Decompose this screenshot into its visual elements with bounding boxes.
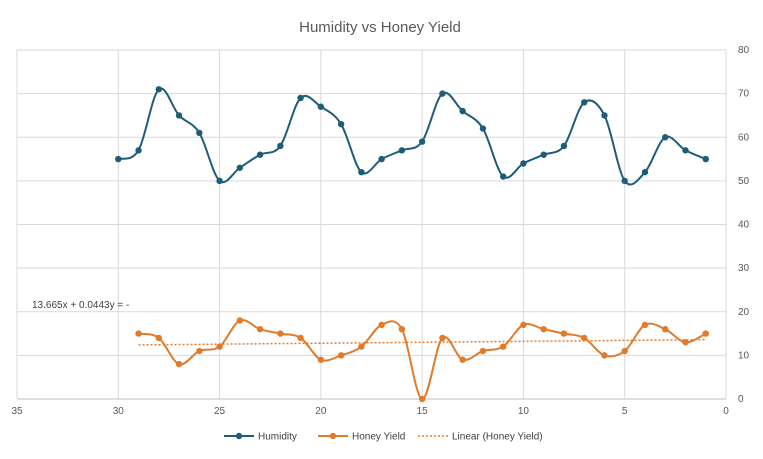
trendline: [138, 338, 706, 346]
data-point-humidity: [662, 134, 669, 141]
data-point-humidity: [520, 160, 527, 167]
data-point-humidity: [317, 103, 325, 110]
legend-marker: [235, 432, 243, 440]
y-tick-label: 30: [738, 263, 750, 274]
data-point-humidity: [459, 107, 466, 115]
x-tick-label: 20: [315, 406, 327, 417]
y-tick-label: 70: [738, 89, 750, 100]
data-point-honey-yield: [297, 334, 304, 342]
data-point-honey-yield: [378, 321, 385, 329]
data-point-humidity: [581, 99, 588, 106]
data-point-humidity: [135, 147, 142, 154]
x-tick-label: 30: [113, 406, 125, 417]
y-tick-label: 40: [738, 220, 750, 231]
data-point-honey-yield: [256, 326, 264, 333]
data-point-honey-yield: [702, 330, 709, 337]
data-point-humidity: [216, 177, 223, 185]
data-point-honey-yield: [540, 326, 547, 333]
data-point-humidity: [277, 142, 284, 150]
data-point-honey-yield: [277, 330, 284, 337]
x-tick-label: 25: [214, 406, 226, 417]
data-point-honey-yield: [641, 321, 649, 329]
data-point-honey-yield: [621, 347, 628, 355]
data-point-humidity: [418, 138, 426, 145]
series-layer: [115, 86, 709, 403]
x-tick-label: 15: [417, 406, 429, 417]
legend-item-linear-honey-yield-: Linear (Honey Yield): [418, 432, 543, 443]
gridlines: [16, 49, 727, 400]
data-point-humidity: [297, 94, 304, 102]
data-point-honey-yield: [175, 360, 183, 368]
x-tick-label: 0: [723, 406, 729, 417]
y-tick-label: 60: [738, 132, 750, 143]
y-tick-label: 80: [738, 45, 750, 56]
legend-label: Honey Yield: [352, 432, 405, 443]
data-point-honey-yield: [358, 343, 365, 350]
data-point-honey-yield: [601, 352, 608, 359]
data-point-honey-yield: [581, 334, 588, 342]
x-tick-label: 10: [518, 406, 530, 417]
data-point-honey-yield: [479, 347, 487, 355]
legend: Humidity Honey Yield Linear (Honey Yield): [224, 432, 543, 443]
chart-title: Humidity vs Honey Yield: [299, 19, 461, 36]
legend-label: Linear (Honey Yield): [452, 432, 543, 443]
y-tick-label: 20: [738, 307, 750, 318]
data-point-honey-yield: [459, 356, 466, 363]
data-point-humidity: [479, 125, 487, 132]
legend-label: Humidity: [258, 432, 297, 443]
data-point-honey-yield: [418, 395, 426, 403]
data-point-humidity: [155, 86, 162, 93]
data-point-honey-yield: [560, 330, 568, 337]
data-point-humidity: [560, 142, 568, 150]
y-tick-label: 50: [738, 176, 750, 187]
trendline-equation: 13.665x + 0.0443y = -: [32, 300, 129, 311]
x-tick-label: 35: [11, 406, 23, 417]
data-point-honey-yield: [499, 343, 507, 350]
data-point-honey-yield: [520, 321, 527, 329]
data-point-honey-yield: [682, 339, 689, 346]
data-point-honey-yield: [439, 334, 446, 342]
data-point-honey-yield: [317, 356, 325, 363]
y-tick-label: 10: [738, 350, 750, 361]
data-point-humidity: [236, 164, 244, 171]
series-line-humidity: [117, 87, 707, 186]
data-point-humidity: [601, 112, 608, 119]
data-point-honey-yield: [236, 317, 244, 324]
data-point-honey-yield: [155, 334, 162, 342]
data-point-humidity: [641, 168, 649, 176]
data-point-humidity: [439, 90, 446, 97]
data-point-honey-yield: [337, 352, 345, 359]
data-point-humidity: [398, 147, 406, 154]
data-point-honey-yield: [216, 343, 223, 350]
data-point-humidity: [337, 120, 345, 128]
data-point-humidity: [702, 155, 709, 163]
data-point-humidity: [115, 155, 122, 163]
y-tick-label: 0: [738, 394, 744, 405]
data-point-humidity: [358, 168, 365, 176]
data-point-humidity: [499, 173, 507, 180]
legend-item-honey-yield: Honey Yield: [318, 432, 405, 443]
data-point-honey-yield: [662, 326, 669, 333]
data-point-humidity: [540, 151, 547, 158]
data-point-humidity: [621, 177, 628, 185]
data-point-humidity: [682, 147, 689, 154]
data-point-honey-yield: [135, 330, 142, 337]
legend-marker: [329, 432, 337, 440]
data-point-honey-yield: [196, 347, 203, 355]
data-point-humidity: [175, 112, 183, 119]
data-point-honey-yield: [398, 326, 406, 333]
data-point-humidity: [378, 155, 385, 163]
data-point-humidity: [196, 129, 203, 137]
data-point-humidity: [256, 151, 264, 158]
x-tick-label: 5: [622, 406, 628, 417]
legend-item-humidity: Humidity: [224, 432, 297, 443]
trendline-layer: [138, 338, 706, 346]
